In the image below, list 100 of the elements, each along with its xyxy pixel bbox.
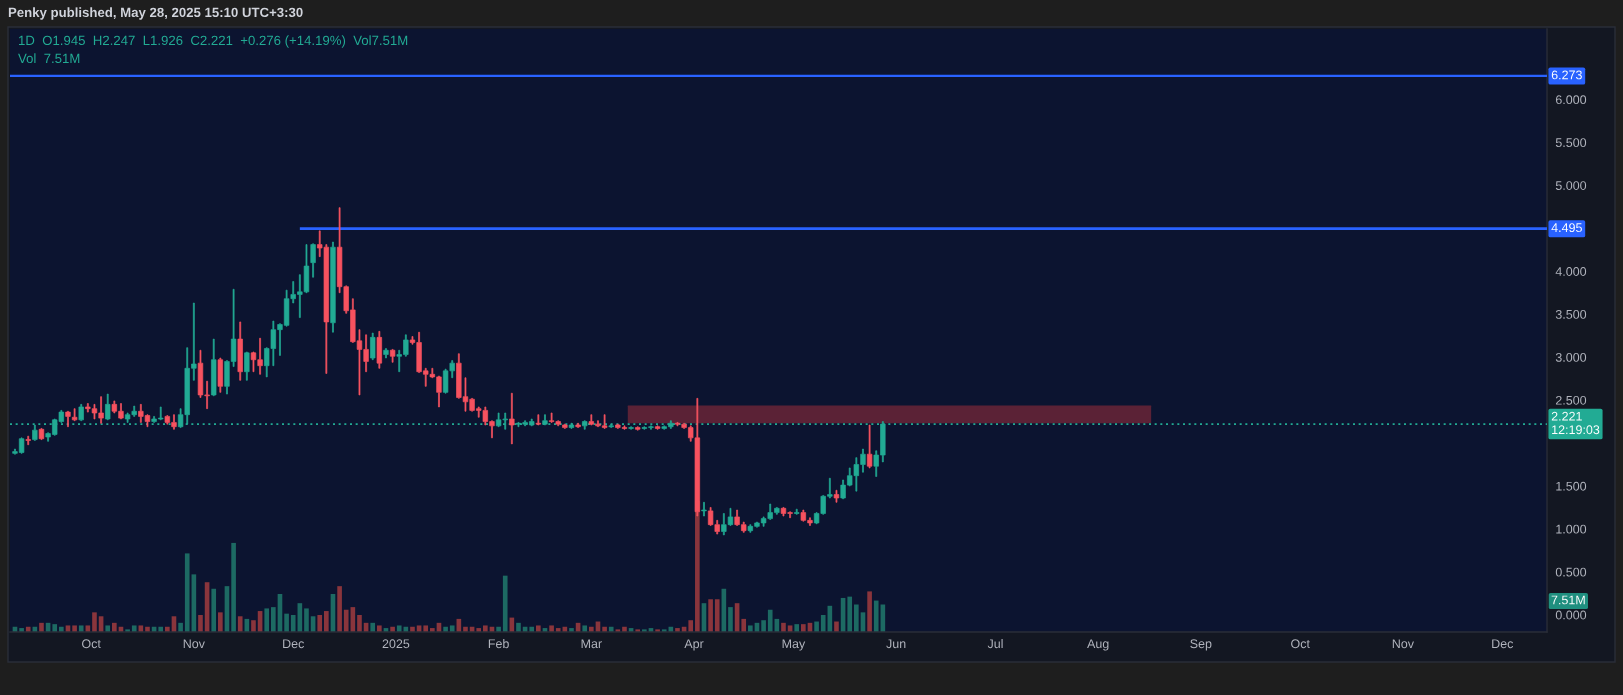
bar (728, 607, 733, 632)
bar (423, 625, 429, 632)
bar (264, 608, 270, 632)
candlestick (794, 508, 800, 515)
candlestick (244, 351, 250, 381)
bar (343, 609, 349, 632)
candlestick (65, 410, 71, 428)
candlestick (25, 435, 31, 446)
candlestick (389, 349, 396, 363)
bar (767, 609, 773, 632)
candlestick (866, 424, 873, 469)
bar (324, 611, 329, 632)
candlestick (575, 422, 581, 428)
bar (211, 588, 217, 632)
x-tick-label: Nov (183, 639, 205, 649)
bar (396, 625, 402, 632)
data-label: 4.495 (1551, 223, 1582, 233)
x-tick-label: Aug (1087, 639, 1109, 651)
bar (184, 553, 190, 632)
bar (847, 596, 853, 632)
x-tick-label: Sep (1190, 639, 1212, 651)
bar (377, 625, 382, 632)
x-tick-label: Oct (82, 639, 101, 649)
bar (237, 616, 243, 632)
y-tick-label: 5.500 (1555, 138, 1587, 148)
bar (708, 599, 713, 632)
bar (39, 622, 44, 632)
bar (834, 621, 839, 632)
bar (251, 620, 256, 632)
candlestick (376, 331, 383, 369)
candlestick (701, 501, 707, 517)
candlestick (635, 426, 641, 431)
candlestick (71, 408, 78, 422)
y-tick-label: 6.000 (1555, 95, 1587, 105)
x-tick-label: Apr (684, 639, 704, 651)
candlestick (509, 392, 515, 445)
y-tick-label: 0.500 (1555, 567, 1587, 577)
y-tick-label: 1.500 (1556, 481, 1587, 491)
bar (178, 622, 183, 632)
text: 7.51M (1551, 595, 1585, 605)
x-tick-label: 2025 (382, 639, 410, 649)
y-tick-label: 2.500 (1555, 395, 1587, 405)
x-tick-label: Oct (1291, 639, 1310, 649)
x-tick-label: Jun (886, 639, 906, 649)
bar (449, 625, 455, 632)
bar (820, 614, 826, 632)
candlestick (628, 426, 634, 430)
bar (801, 624, 806, 632)
candlestick (237, 321, 243, 381)
bar (131, 625, 137, 632)
bar (502, 575, 508, 632)
candlestick (211, 338, 217, 397)
bar (112, 622, 117, 632)
bar (688, 620, 694, 632)
y-tick-label: 1.000 (1556, 524, 1587, 534)
candlestick (535, 414, 542, 426)
chart-title: Penky published, May 28, 2025 15:10 UTC+3:30 (8, 7, 303, 20)
bar (549, 625, 554, 632)
bar (741, 618, 747, 632)
bar (536, 625, 541, 632)
bar (105, 625, 111, 632)
x-tick-label: May (782, 639, 806, 651)
bar (370, 622, 376, 632)
candlestick (217, 357, 224, 393)
x-tick-label: Feb (488, 638, 509, 649)
bar (92, 612, 97, 632)
bar (52, 624, 58, 632)
bar (337, 586, 342, 632)
bar (72, 625, 77, 632)
bar (271, 607, 276, 632)
x-tick-label: Mar (581, 639, 602, 649)
ref-line-label: 6.273 (1551, 70, 1582, 80)
bar (304, 608, 309, 632)
bar (748, 625, 753, 632)
bar (78, 625, 84, 632)
bar (854, 604, 859, 632)
x-tick-label: Dec (283, 639, 304, 649)
bar (284, 613, 289, 632)
x-tick-label: Nov (1392, 639, 1414, 649)
y-tick-label: 3.000 (1555, 352, 1587, 362)
candlestick (105, 393, 111, 421)
bar (357, 614, 362, 632)
bar (714, 599, 720, 632)
bar (582, 625, 588, 632)
y-tick-label: 3.500 (1555, 309, 1587, 319)
candlestick (78, 404, 84, 422)
bar (867, 591, 872, 632)
x-tick-label: Jul (987, 638, 1003, 649)
bar (794, 624, 800, 632)
bar (516, 622, 521, 632)
candlestick (310, 243, 316, 278)
candlestick (330, 241, 336, 333)
bar (814, 621, 819, 632)
bar (198, 614, 203, 632)
candlestick (370, 332, 376, 361)
candlestick (568, 422, 575, 429)
chart-subtitle: 1D O1.945 H2.247 L1.926 C2.221 +0.276 (+14.19%) Vol7.51M (19, 35, 408, 48)
candlestick (833, 489, 840, 503)
bar (290, 614, 296, 632)
bar (483, 625, 488, 632)
